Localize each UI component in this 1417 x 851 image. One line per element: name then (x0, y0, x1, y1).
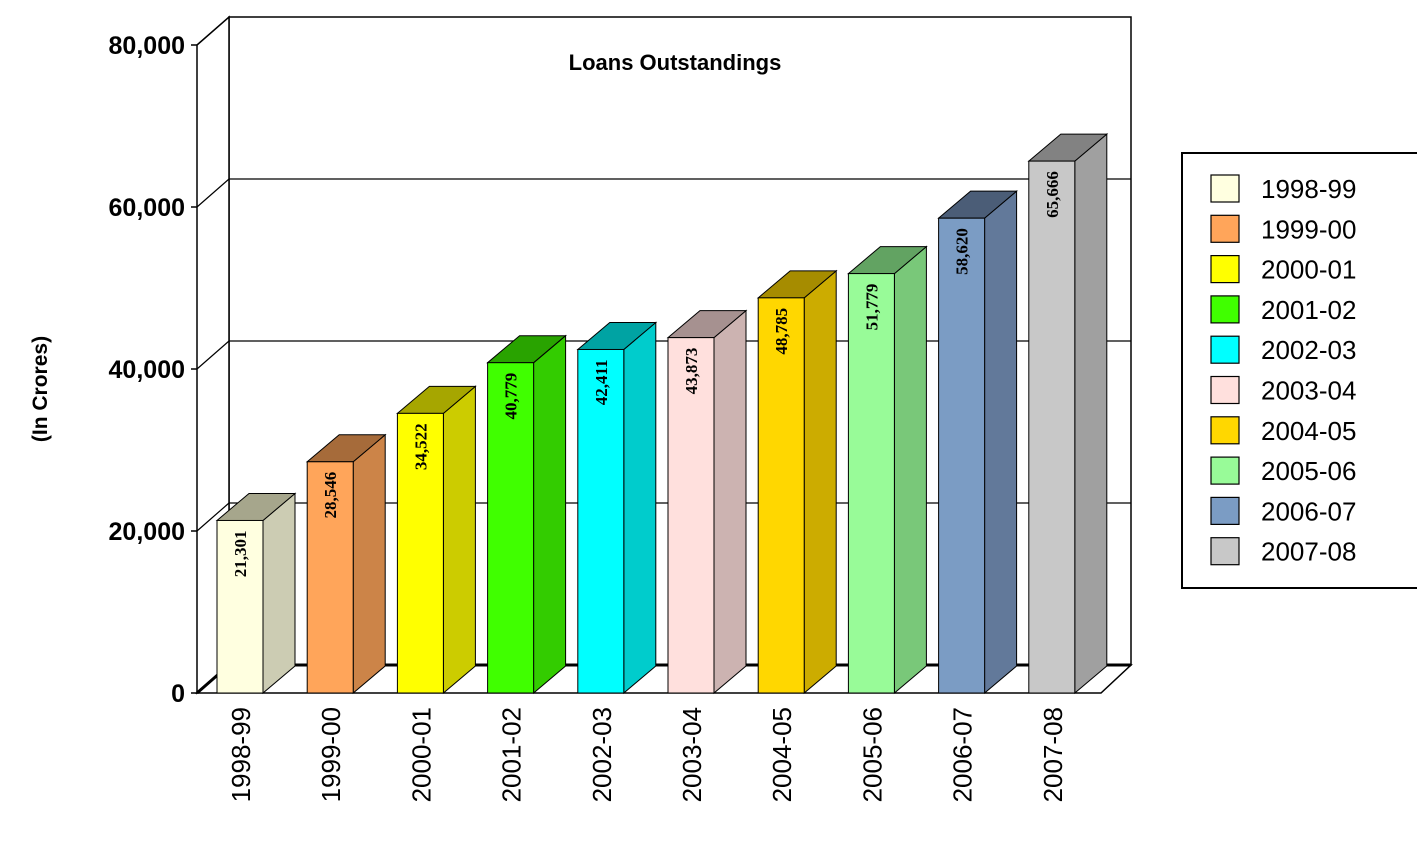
legend-item: 2007-08 (1210, 537, 1356, 567)
x-axis-labels: 1998-99 1999-00 2000-01 2001-02 2002-03 2003-… (226, 707, 1068, 802)
data-label: 34,522 (411, 423, 430, 470)
legend-label: 2005-06 (1261, 456, 1356, 486)
gridline (196, 178, 1131, 208)
legend-item: 2002-03 (1210, 335, 1356, 365)
bars: 21,301 28,546 34,522 40,779 42,411 43,873 48,7… (215, 133, 1109, 695)
data-label: 42,411 (592, 359, 611, 405)
x-tick-label: 2006-07 (948, 707, 978, 802)
bar: 21,301 (215, 492, 297, 695)
bar-side (533, 334, 567, 695)
bar-front (847, 273, 895, 694)
x-tick-label: 2007-08 (1038, 707, 1068, 802)
legend-swatch (1210, 496, 1240, 525)
legend-item: 2000-01 (1210, 255, 1356, 285)
legend-label: 2002-03 (1261, 335, 1356, 365)
bar-side (1074, 133, 1108, 695)
legend-label: 2004-05 (1261, 416, 1356, 446)
bar-side (893, 245, 927, 695)
legend-swatch (1210, 295, 1240, 324)
bar-side (623, 321, 657, 695)
legend-item: 2005-06 (1210, 456, 1356, 486)
bar-front (306, 461, 354, 694)
legend-item: 2004-05 (1210, 416, 1356, 446)
legend-item: 2003-04 (1210, 375, 1356, 406)
bar: 34,522 (396, 385, 477, 695)
bar-front (396, 412, 444, 694)
legend-label: 2000-01 (1261, 255, 1356, 285)
y-tick-label: 40,000 (109, 356, 185, 384)
legend-item: 2001-02 (1210, 295, 1356, 325)
bar-side (984, 190, 1018, 695)
bar: 28,546 (305, 433, 387, 695)
x-tick-label: 1998-99 (226, 707, 256, 802)
bar-side (713, 309, 747, 695)
legend-item: 1998-99 (1210, 174, 1356, 204)
x-tick-label: 2004-05 (767, 707, 797, 802)
bar-side (803, 269, 837, 695)
legend-swatch (1210, 375, 1240, 405)
bar-front (216, 519, 264, 694)
bar-front (577, 348, 625, 694)
legend-swatch (1210, 174, 1240, 203)
bar-side (442, 385, 476, 695)
bar-side (262, 492, 296, 695)
data-label: 28,546 (321, 472, 340, 519)
bar: 42,411 (576, 321, 658, 695)
y-tick-label: 20,000 (109, 518, 185, 546)
legend-swatch (1210, 456, 1240, 485)
y-tick-label: 60,000 (109, 194, 185, 222)
x-tick-label: 2002-03 (587, 707, 617, 802)
x-tick-label: 2003-04 (677, 707, 707, 802)
bar-front (667, 337, 715, 694)
bar: 48,785 (756, 269, 838, 695)
bar: 51,779 (847, 245, 928, 695)
legend-swatch (1210, 335, 1240, 364)
bar-front (938, 217, 986, 694)
data-label: 51,779 (862, 284, 881, 331)
legend-label: 2001-02 (1261, 295, 1356, 325)
legend-swatch (1210, 214, 1240, 243)
legend-label: 1998-99 (1261, 174, 1356, 204)
legend-label: 2007-08 (1261, 537, 1356, 567)
data-label: 65,666 (1043, 171, 1062, 218)
y-axis-ticks: 0 20,000 40,000 60,000 80,000 (109, 32, 197, 708)
data-label: 43,873 (682, 348, 701, 395)
legend-swatch (1210, 255, 1240, 284)
y-tick-label: 80,000 (109, 32, 185, 60)
legend-label: 1999-00 (1261, 214, 1356, 244)
legend-swatch (1210, 537, 1240, 566)
legend-item: 2006-07 (1210, 496, 1356, 526)
legend-label: 2003-04 (1261, 376, 1356, 406)
data-label: 40,779 (502, 373, 521, 420)
bar-side (352, 433, 386, 695)
chart-title: Loans Outstandings (569, 50, 782, 75)
bar: 43,873 (666, 309, 748, 695)
x-tick-label: 2000-01 (406, 707, 436, 802)
x-tick-label: 2005-06 (857, 707, 887, 802)
legend-label: 2006-07 (1261, 496, 1356, 526)
data-label: 58,620 (953, 228, 972, 275)
legend-item: 1999-00 (1210, 214, 1356, 244)
data-label: 48,785 (772, 308, 791, 355)
legend: 1998-99 1999-00 2000-01 2001-02 2002-03 2003-… (1181, 152, 1417, 589)
bar: 65,666 (1027, 133, 1109, 695)
y-axis-label: (In Crores) (29, 336, 52, 442)
bar: 58,620 (937, 190, 1018, 695)
bar-front (1028, 160, 1076, 694)
legend-swatch (1210, 416, 1240, 445)
bar: 40,779 (486, 334, 567, 695)
bar-front (487, 362, 535, 694)
y-tick-label: 0 (171, 680, 185, 708)
x-tick-label: 1999-00 (316, 707, 346, 802)
bar-front (757, 297, 805, 694)
data-label: 21,301 (231, 530, 250, 577)
x-tick-label: 2001-02 (497, 707, 527, 802)
